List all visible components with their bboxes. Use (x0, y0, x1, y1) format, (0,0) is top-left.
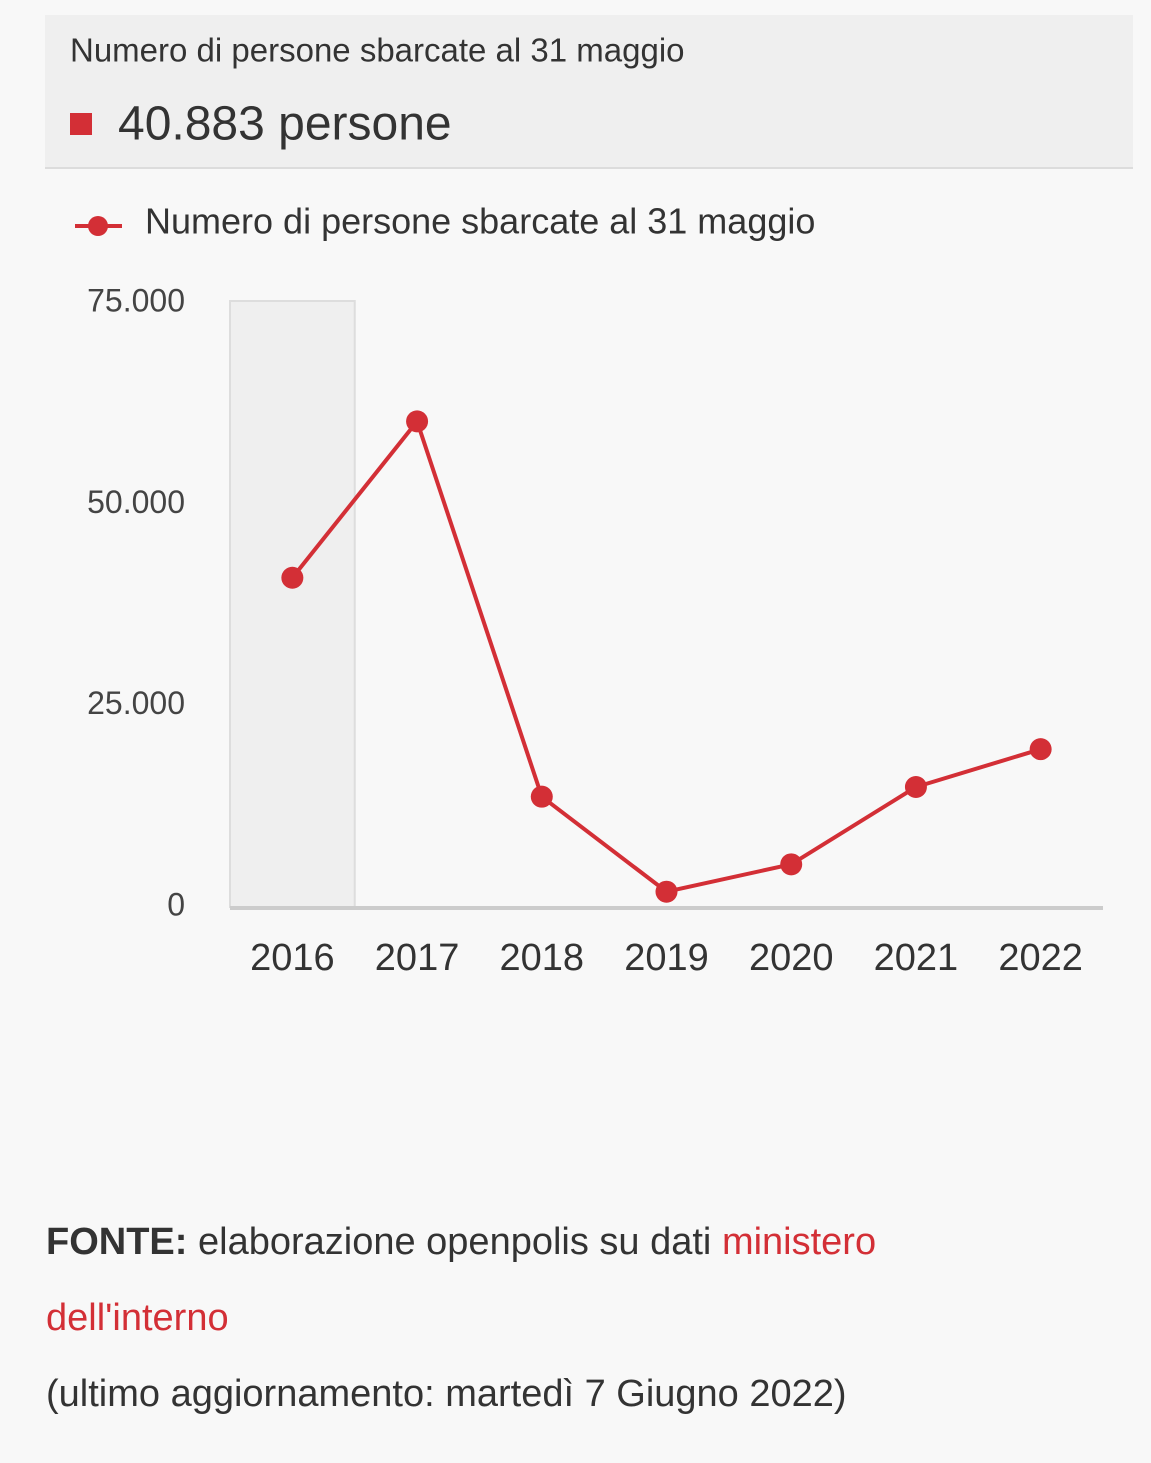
point (530, 785, 553, 808)
line (290, 419, 1042, 894)
point (1029, 738, 1052, 761)
y-tick-label: 25.000 (87, 685, 185, 721)
tooltip-value: 40.883 persone (118, 98, 452, 151)
tooltip-box (45, 15, 1133, 168)
x-tick-label: 2020 (749, 937, 834, 979)
point (780, 853, 803, 876)
y-tick-label: 0 (167, 886, 185, 922)
point (281, 566, 304, 589)
source: FONTE: elaborazione openpolis su dati mi… (46, 1204, 1066, 1432)
x-tick-label: 2016 (250, 937, 335, 979)
source-updated: (ultimo aggiornamento: martedì 7 Giugno … (46, 1373, 847, 1415)
source-link[interactable]: ministero dell'interno (46, 1221, 877, 1339)
point (904, 776, 927, 799)
legend-label[interactable]: Numero di persone sbarcate al 31 maggio (145, 201, 815, 242)
tooltip-title: Numero di persone sbarcate al 31 maggio (70, 32, 685, 69)
x-tick-label: 2018 (500, 937, 585, 979)
x-tick-label: 2022 (998, 937, 1083, 979)
y-tick-label: 50.000 (87, 484, 185, 520)
point (406, 410, 429, 433)
x-tick-label: 2017 (375, 937, 460, 979)
legend-marker (88, 216, 108, 236)
source-text: elaborazione openpolis su dati (198, 1221, 712, 1263)
source-label: FONTE: (46, 1221, 188, 1263)
tooltip-swatch (70, 113, 92, 135)
hover-band (229, 300, 356, 908)
y-tick-label: 75.000 (87, 282, 185, 318)
x-tick-label: 2021 (874, 937, 959, 979)
x-tick-label: 2019 (624, 937, 709, 979)
point (655, 880, 678, 903)
chart: Numero di persone sbarcate al 31 maggio … (45, 15, 1133, 980)
